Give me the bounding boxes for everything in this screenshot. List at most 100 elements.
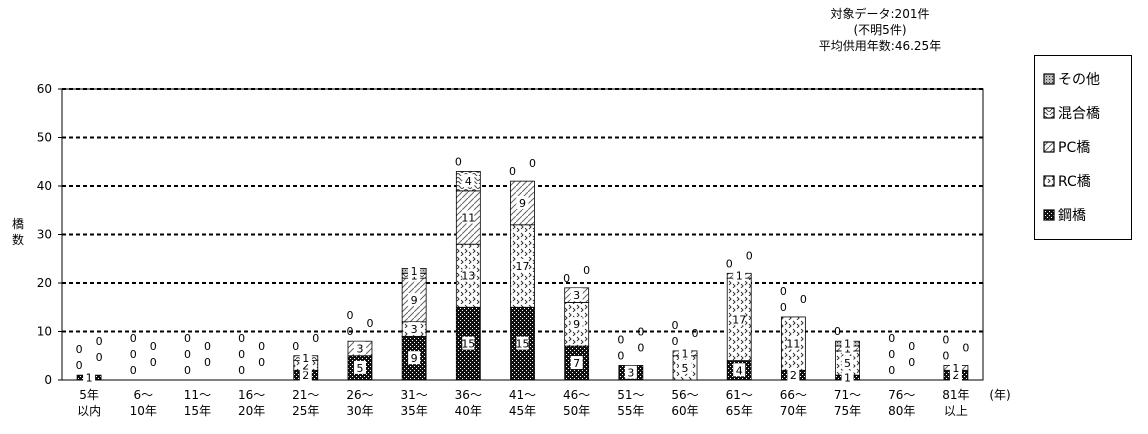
data-label: 0 xyxy=(672,335,679,348)
x-tick-label: 81年 xyxy=(942,388,969,402)
x-tick-label: 5年 xyxy=(79,388,99,402)
info-average-age: 平均供用年数:46.25年 xyxy=(818,39,942,53)
data-label-bg xyxy=(353,341,366,355)
data-label-bg xyxy=(408,263,421,277)
data-label: 4 xyxy=(736,364,743,377)
data-label: 0 xyxy=(726,257,733,270)
data-label: 0 xyxy=(888,332,895,345)
x-tick-label: 45年 xyxy=(509,404,536,418)
data-label-bg xyxy=(408,322,421,336)
x-tick-label: 36～ xyxy=(455,388,482,402)
data-label: 0 xyxy=(76,359,83,372)
y-tick-label: 0 xyxy=(44,373,52,387)
data-label: 2 xyxy=(302,369,309,382)
legend-swatch xyxy=(1043,209,1055,221)
x-tick-label: 50年 xyxy=(563,404,590,418)
data-label: 0 xyxy=(184,332,191,345)
data-label: 0 xyxy=(204,340,211,353)
data-label: 0 xyxy=(150,340,157,353)
x-tick-label: 60年 xyxy=(671,404,698,418)
data-label: 1 xyxy=(302,352,309,365)
data-label: 0 xyxy=(942,349,949,362)
data-label: 0 xyxy=(888,364,895,377)
x-tick-label: 21～ xyxy=(292,388,319,402)
data-label: 0 xyxy=(455,155,462,168)
data-label: 1 xyxy=(86,372,93,385)
data-label-bg xyxy=(679,360,692,374)
data-label-bg xyxy=(733,268,746,282)
x-tick-label: 51～ xyxy=(617,388,644,402)
data-label: 0 xyxy=(130,364,137,377)
x-tick-label: 16～ xyxy=(238,388,265,402)
data-label: 9 xyxy=(573,318,580,331)
data-label: 15 xyxy=(461,338,475,351)
data-label: 0 xyxy=(184,348,191,361)
data-label-bg xyxy=(462,174,475,188)
data-label-bg xyxy=(462,210,475,224)
data-label: 0 xyxy=(617,349,624,362)
data-label: 0 xyxy=(346,325,353,338)
data-label: 5 xyxy=(682,362,689,375)
data-label-bg xyxy=(787,336,800,350)
x-tick-label: 56～ xyxy=(671,388,698,402)
data-label-bg xyxy=(462,268,475,282)
data-label: 0 xyxy=(942,333,949,346)
data-label: 0 xyxy=(908,356,915,369)
data-label: 0 xyxy=(617,333,624,346)
data-label: 0 xyxy=(312,332,319,345)
legend-item: 鋼橋 xyxy=(1043,198,1131,232)
data-label: 0 xyxy=(150,356,157,369)
data-label: 0 xyxy=(746,249,753,262)
data-label-bg xyxy=(570,356,583,370)
y-tick-label: 10 xyxy=(37,325,52,339)
legend-item: RC橋 xyxy=(1043,164,1131,198)
data-label-bg xyxy=(841,370,854,384)
data-label: 5 xyxy=(844,357,851,370)
data-label: 0 xyxy=(238,364,245,377)
data-label-bg xyxy=(949,360,962,374)
data-label: 0 xyxy=(96,351,103,364)
data-label: 0 xyxy=(130,332,137,345)
data-label: 2 xyxy=(952,369,959,382)
data-label: 0 xyxy=(509,165,516,178)
legend-label: RC橋 xyxy=(1058,174,1091,190)
data-label: 9 xyxy=(411,352,418,365)
x-tick-label: 55年 xyxy=(617,404,644,418)
data-label-bg xyxy=(841,336,854,350)
x-tick-label: 以上 xyxy=(944,404,968,418)
data-label: 0 xyxy=(529,157,536,170)
legend-swatch xyxy=(1043,73,1055,85)
legend-label: PC橋 xyxy=(1058,140,1091,156)
data-label: 0 xyxy=(76,343,83,356)
data-label: 0 xyxy=(672,319,679,332)
legend: その他 混合橋 PC橋 RC橋 鋼橋 xyxy=(1034,55,1132,240)
data-label: 0 xyxy=(800,293,807,306)
data-label: 17 xyxy=(732,313,746,326)
data-label: 0 xyxy=(692,327,699,340)
data-label: 7 xyxy=(573,357,580,370)
legend-label: 鋼橋 xyxy=(1058,208,1086,224)
data-label-bg xyxy=(516,195,529,209)
legend-swatch xyxy=(1043,141,1055,153)
legend-label: その他 xyxy=(1058,72,1100,88)
data-label: 2 xyxy=(790,369,797,382)
data-label: 0 xyxy=(780,285,787,298)
data-label-bg xyxy=(408,351,421,365)
data-label: 0 xyxy=(583,264,590,277)
data-label: 3 xyxy=(411,323,418,336)
x-tick-label: 75年 xyxy=(834,404,861,418)
info-unknown: (不明5件) xyxy=(853,23,907,37)
data-label: 0 xyxy=(637,341,644,354)
x-tick-label: 66～ xyxy=(780,388,807,402)
data-label: 0 xyxy=(238,348,245,361)
data-label: 1 xyxy=(844,338,851,351)
data-label-bg xyxy=(570,288,583,302)
data-label: 2 xyxy=(302,359,309,372)
x-tick-label: 31～ xyxy=(401,388,428,402)
data-label: 17 xyxy=(516,260,530,273)
data-label: 0 xyxy=(888,348,895,361)
data-label: 0 xyxy=(204,356,211,369)
x-axis-unit: (年) xyxy=(989,388,1010,402)
data-label-bg xyxy=(299,351,312,365)
x-tick-label: 26～ xyxy=(346,388,373,402)
